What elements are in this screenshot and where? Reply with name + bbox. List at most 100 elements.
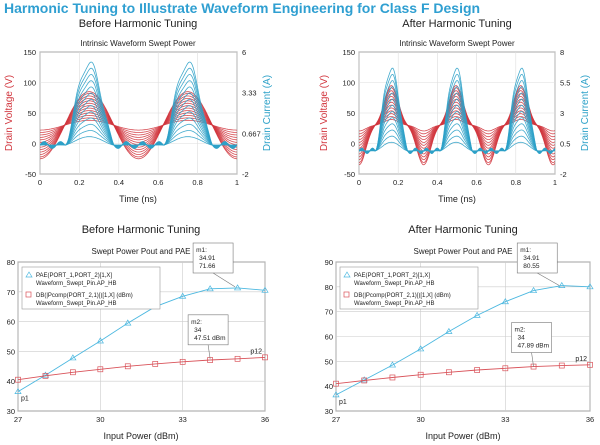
y-tick-label: 30: [325, 407, 333, 416]
pae-point: [529, 286, 538, 293]
current-trace: [359, 86, 555, 154]
x-tick-label: 0: [38, 178, 42, 187]
point-label: p1: [21, 396, 29, 403]
y-tick-label: 60: [7, 318, 15, 327]
x-tick-label: 27: [14, 415, 22, 424]
y-tick-label: 80: [325, 283, 333, 292]
pout-point: [179, 358, 186, 365]
current-trace: [359, 141, 555, 152]
y-right-tick-label: 3: [560, 109, 564, 118]
pout-point: [15, 376, 21, 383]
x-tick-label: 0.8: [511, 178, 521, 187]
pout-series-line: [17, 356, 266, 381]
pout-point: [530, 363, 537, 370]
y-left-tick-label: 0: [351, 140, 355, 149]
x-tick-label: 0: [357, 178, 361, 187]
marker-leader: [531, 352, 534, 367]
pae-point: [558, 281, 566, 288]
current-trace: [359, 104, 555, 153]
pout-point: [587, 361, 593, 368]
x-tick-label: 0.4: [114, 178, 124, 187]
x-tick-label: 36: [261, 415, 269, 424]
legend-pout-symbol: [25, 291, 32, 298]
x-axis-label: Input Power (dBm): [425, 431, 500, 441]
y-right-tick-label: 6: [242, 48, 246, 57]
legend-pae-symbol: [25, 271, 33, 278]
y-tick-label: 60: [325, 333, 333, 342]
pout-point: [417, 371, 424, 378]
x-tick-label: 30: [416, 415, 424, 424]
pae-point: [233, 284, 242, 291]
current-trace: [40, 61, 237, 149]
voltage-trace: [40, 100, 237, 150]
y-right-axis-label: Drain Current (A): [580, 75, 591, 151]
y-left-tick-label: 0: [32, 140, 36, 149]
current-trace: [359, 98, 555, 153]
pout-point: [474, 367, 480, 373]
y-tick-label: 80: [7, 258, 15, 267]
pae-point: [360, 376, 368, 383]
x-tick-label: 0.6: [471, 178, 481, 187]
x-tick-label: 30: [96, 415, 104, 424]
x-tick-label: 27: [332, 415, 340, 424]
pout-point: [97, 366, 104, 373]
marker-name: m1:: [196, 247, 207, 254]
voltage-trace: [359, 90, 555, 161]
x-tick-label: 0.2: [393, 178, 403, 187]
pae-point: [96, 337, 104, 344]
current-trace: [359, 80, 555, 154]
x-tick-label: 0.6: [153, 178, 163, 187]
pae-point: [586, 283, 594, 290]
voltage-trace: [40, 93, 237, 158]
pout-point: [262, 354, 268, 361]
voltage-trace: [40, 98, 237, 153]
legend-box: [339, 266, 479, 310]
y-right-tick-label: 3.33: [242, 89, 257, 98]
pout-point: [42, 372, 49, 379]
marker-x-value: 34: [194, 327, 202, 334]
legend-entry-line1: PAE(PORT_1,PORT_2)[1,X]: [36, 273, 112, 279]
marker-x-value: 34.91: [523, 255, 540, 262]
legend-pout-symbol: [343, 291, 350, 298]
current-trace: [359, 67, 555, 155]
pae-point: [261, 286, 269, 293]
chart-heading: Before Harmonic Tuning: [82, 224, 201, 236]
pout-point: [558, 362, 565, 369]
voltage-trace: [359, 87, 555, 164]
marker-x-value: 34: [518, 335, 526, 342]
marker-leader: [537, 272, 560, 286]
current-trace: [359, 123, 555, 152]
legend-entry-line1: DB(|Pcomp(PORT_2,1)|)[1,X] (dBm): [36, 293, 133, 299]
y-tick-label: 70: [7, 288, 15, 297]
voltage-trace: [359, 113, 555, 138]
current-trace: [359, 135, 555, 152]
y-tick-label: 40: [7, 377, 15, 386]
point-label: p12: [575, 356, 587, 363]
voltage-trace: [359, 118, 555, 132]
pout-point: [152, 361, 159, 367]
current-trace: [359, 117, 555, 153]
y-tick-label: 90: [325, 258, 333, 267]
y-right-tick-label: 8: [560, 48, 564, 57]
y-tick-label: 30: [7, 407, 15, 416]
marker-box: [192, 242, 234, 274]
legend-entry-line2: Waveform_Swept_Pin.AP_HB: [36, 301, 116, 307]
y-left-tick-label: -50: [25, 170, 36, 179]
pout-point: [389, 374, 396, 381]
y-tick-label: 50: [325, 357, 333, 366]
x-tick-label: 33: [501, 415, 509, 424]
legend-entry-line2: Waveform_Swept_Pin.AP_HB: [354, 301, 434, 307]
x-tick-label: 33: [178, 415, 186, 424]
marker-x-value: 34.91: [199, 255, 216, 262]
marker-name: m1:: [520, 247, 531, 254]
voltage-trace: [359, 116, 555, 135]
marker-name: m2:: [191, 319, 202, 326]
pout-point: [124, 363, 131, 370]
legend-box: [21, 266, 161, 310]
marker-y-value: 47.51 dBm: [194, 335, 225, 342]
voltage-trace: [40, 95, 237, 155]
current-trace: [359, 129, 555, 152]
y-right-tick-label: 0.5: [560, 140, 570, 149]
pout-point: [333, 380, 339, 387]
